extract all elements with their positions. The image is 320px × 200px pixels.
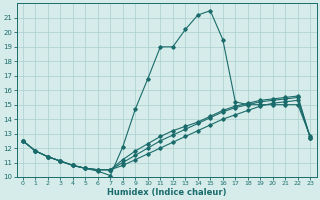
- X-axis label: Humidex (Indice chaleur): Humidex (Indice chaleur): [107, 188, 226, 197]
